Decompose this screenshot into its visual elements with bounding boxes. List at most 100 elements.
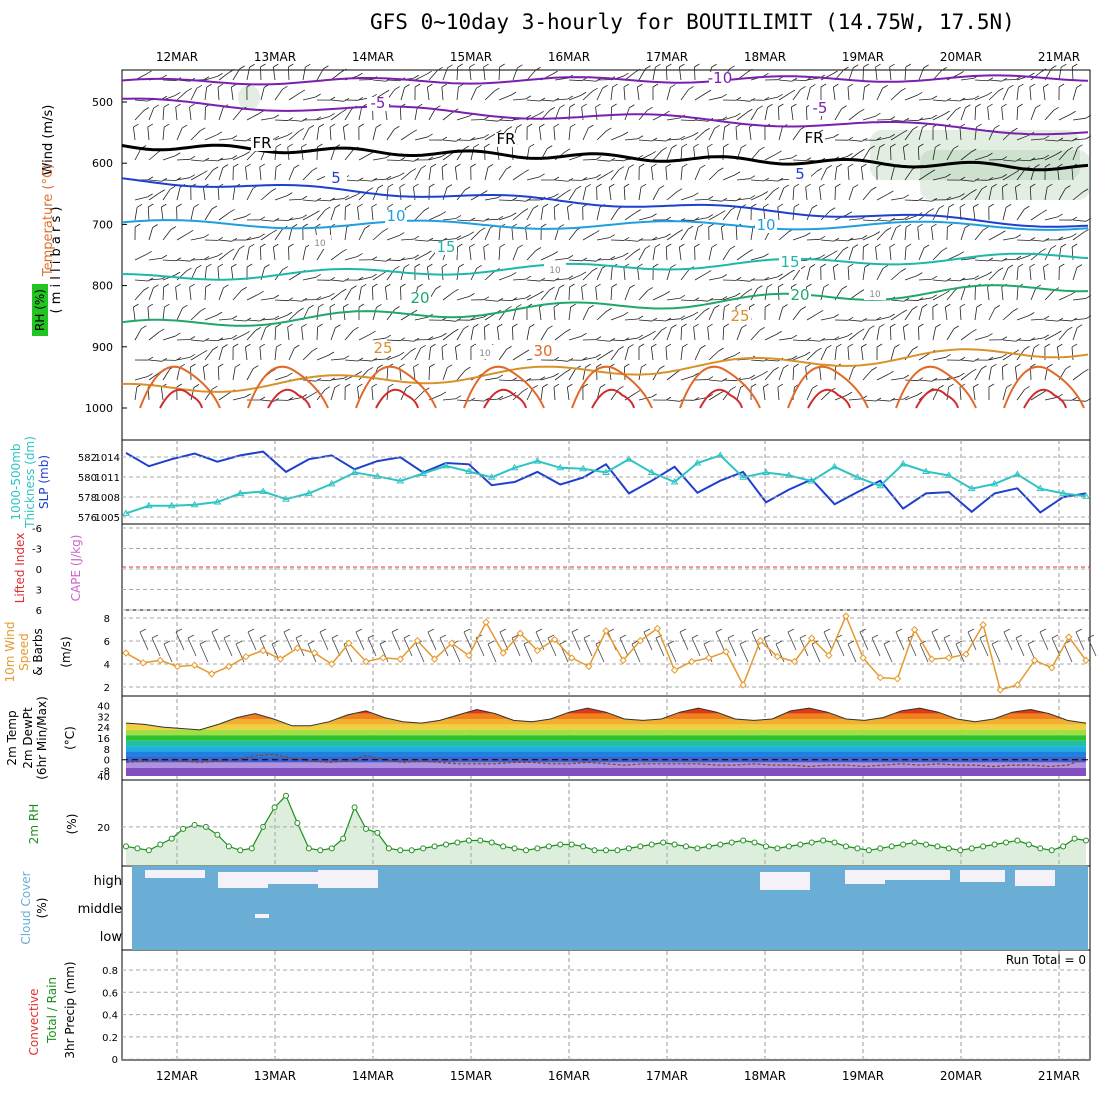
wind-barb xyxy=(1002,287,1003,300)
rh-point xyxy=(306,846,311,851)
wind-barb xyxy=(947,280,960,281)
wind-barb xyxy=(1073,232,1084,240)
wind-barb xyxy=(1017,340,1030,341)
wind-barb xyxy=(736,227,737,240)
wind-barb xyxy=(191,311,200,320)
wind-barb xyxy=(960,307,961,320)
wind-barb-flag xyxy=(233,164,238,167)
temp-tick: 32 xyxy=(97,712,110,723)
date-label-top: 12MAR xyxy=(156,50,198,64)
wind-barb-flag xyxy=(218,84,223,87)
wind-barb-flag xyxy=(547,146,552,149)
wind-barb-flag xyxy=(1008,265,1013,268)
wind-barb-flag xyxy=(708,215,713,218)
wind-barb-flag xyxy=(194,384,199,387)
wind-barb-flag xyxy=(637,84,642,87)
wind-barb-flag xyxy=(847,153,852,156)
wind-barb-flag xyxy=(330,113,335,116)
wind-barb-flag xyxy=(274,295,279,298)
wind-barb-flag xyxy=(586,364,591,367)
wind-barb-flag xyxy=(469,293,474,296)
isotherm-30 xyxy=(356,367,436,408)
wind-barb xyxy=(975,230,983,240)
wind-barb-flag xyxy=(240,66,245,69)
wind-barb-flag xyxy=(368,188,373,191)
wind-barb xyxy=(863,267,865,280)
wind-barb xyxy=(597,311,607,320)
cloud-gap xyxy=(845,870,885,884)
wind-barb xyxy=(261,87,264,100)
wind-barb xyxy=(975,336,987,340)
wind-barb xyxy=(387,236,399,240)
wind-barb-flag xyxy=(260,217,265,220)
contour-label: 15 xyxy=(436,238,455,256)
wind-barb-flag xyxy=(971,369,976,372)
temperature-axis-label: Temperature (°C) xyxy=(41,164,56,277)
wind-barb xyxy=(260,67,261,80)
wind-barb-flag xyxy=(833,84,838,87)
wind-barb-flag xyxy=(619,167,624,170)
wind-barb xyxy=(303,128,309,140)
wind-barb xyxy=(513,212,523,220)
wind-barb xyxy=(597,340,610,341)
wind-barb xyxy=(149,360,162,361)
wind-barb-flag xyxy=(371,331,376,334)
wind-barb xyxy=(317,355,329,360)
contour-label: 20 xyxy=(790,286,809,304)
wind-barb xyxy=(582,107,583,120)
wind-barb xyxy=(331,292,341,300)
wind10-barb-flag xyxy=(1040,629,1046,632)
wind-barb xyxy=(723,127,725,140)
wind-barb xyxy=(961,78,974,80)
rh-point xyxy=(1084,838,1089,843)
wind-barb-flag xyxy=(610,235,615,238)
wind-barb-flag xyxy=(153,285,158,288)
wind-barb-flag xyxy=(345,384,350,387)
wind-barb xyxy=(849,399,862,400)
wind-barb xyxy=(400,187,401,200)
wind-barb-flag xyxy=(724,304,729,307)
wind-barb xyxy=(848,87,849,100)
wind-barb xyxy=(149,332,159,340)
wind-barb xyxy=(149,288,153,300)
wind-barb xyxy=(863,67,864,80)
cloud-axis-label: Cloud Cover xyxy=(19,871,33,944)
wind-barb xyxy=(877,327,879,340)
wind-barb xyxy=(793,310,801,320)
rh-point xyxy=(1038,846,1043,851)
wind-barb xyxy=(877,231,886,240)
wind-barb-flag xyxy=(565,369,570,372)
wind-barb xyxy=(919,307,922,320)
wind-barb-flag xyxy=(497,324,502,327)
wind-barb-flag xyxy=(722,198,727,201)
wind-barb-flag xyxy=(316,198,321,201)
rh-point xyxy=(352,805,357,810)
wind-barb-flag xyxy=(474,144,479,147)
wind10-barb xyxy=(740,644,748,662)
wind-barb-flag xyxy=(835,184,840,187)
wind-barb-flag xyxy=(276,164,281,167)
wind-speed-point xyxy=(912,627,918,633)
wind-barb-flag xyxy=(791,104,796,107)
wind-barb xyxy=(149,258,162,260)
wind-barb xyxy=(765,360,778,361)
wind-barb xyxy=(679,67,681,80)
wind-barb-flag xyxy=(470,64,475,67)
wind-barb-flag xyxy=(960,304,965,307)
wind-barb xyxy=(148,127,149,140)
rh-point xyxy=(489,840,494,845)
wind-barb xyxy=(765,334,777,340)
wind10-barb-flag xyxy=(620,635,626,638)
wind-barb xyxy=(849,219,862,220)
wind-barb xyxy=(527,294,539,300)
wind-barb xyxy=(737,280,750,281)
wind-barb xyxy=(275,120,288,121)
wind-barb-flag xyxy=(1057,344,1062,347)
wind-barb-flag xyxy=(1056,331,1061,334)
wind-barb xyxy=(849,368,853,380)
wind10-barb-flag xyxy=(332,635,338,638)
wind-barb-flag xyxy=(323,66,328,69)
precip-axis-label: 3hr Precip (mm) xyxy=(63,961,77,1058)
wind-barb-flag xyxy=(641,184,646,187)
date-label-top: 16MAR xyxy=(548,50,590,64)
